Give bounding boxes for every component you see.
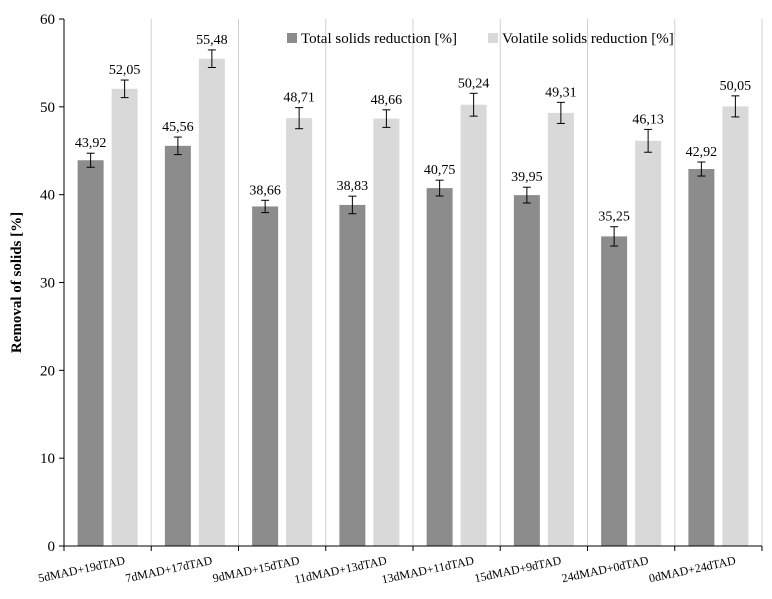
error-bar: [86, 152, 95, 168]
error-bar: [120, 79, 129, 99]
error-bar: [644, 128, 653, 153]
error-bar: [207, 49, 216, 68]
legend-label: Total solids reduction [%]: [301, 31, 457, 47]
data-label: 42,92: [686, 145, 718, 160]
y-tick-label: 0: [48, 539, 56, 555]
data-label: 43,92: [75, 136, 107, 151]
bar-volatile-7: [722, 106, 749, 546]
data-label: 48,66: [371, 93, 403, 108]
x-tick-label: 13dMAD+11dTAD: [380, 553, 475, 586]
bar-volatile-5: [547, 112, 574, 547]
bar-total-1: [164, 145, 191, 546]
data-label: 50,05: [720, 79, 752, 94]
legend-swatch: [488, 33, 498, 43]
legend-swatch: [287, 33, 297, 43]
bar-volatile-3: [373, 118, 400, 546]
legend-label: Volatile solids reduction [%]: [502, 31, 674, 47]
x-tick-label: 15dMAD+9dTAD: [473, 553, 563, 585]
error-bar: [261, 199, 270, 214]
x-tick-label: 11dMAD+13dTAD: [293, 553, 388, 586]
bar-volatile-4: [460, 104, 487, 546]
data-label: 48,71: [283, 91, 315, 106]
bars: [77, 58, 749, 547]
data-label: 35,25: [598, 210, 630, 225]
bar-volatile-1: [198, 58, 225, 546]
bar-total-0: [77, 160, 104, 546]
error-bar: [522, 186, 531, 204]
y-tick-label: 40: [40, 188, 55, 204]
error-bar: [469, 92, 478, 117]
bar-total-4: [426, 188, 453, 546]
data-label: 52,05: [109, 63, 141, 78]
y-axis-title: Removal of solids [%]: [9, 212, 25, 353]
x-tick-label: 9dMAD+15dTAD: [211, 553, 301, 585]
bar-volatile-0: [111, 88, 138, 546]
y-tick-label: 30: [40, 276, 55, 292]
error-bars: [86, 49, 740, 247]
bar-total-6: [601, 236, 628, 546]
y-tick-label: 10: [40, 451, 55, 467]
data-label: 50,24: [458, 76, 490, 91]
data-labels: 43,92 45,56 38,66 38,83 40,75 39,95 35,25 42,92…: [75, 33, 751, 225]
y-tick-label: 60: [40, 12, 55, 28]
error-bar: [295, 107, 304, 130]
data-label: 46,13: [632, 112, 664, 127]
y-tick-label: 50: [40, 100, 55, 116]
data-label: 40,75: [424, 163, 456, 178]
bar-total-3: [339, 204, 366, 546]
bar-total-5: [513, 195, 540, 546]
error-bar: [382, 109, 391, 128]
error-bar: [348, 195, 357, 215]
x-tick-label: 0dMAD+24dTAD: [648, 553, 738, 585]
error-bar: [173, 136, 182, 156]
error-bar: [731, 95, 740, 118]
data-label: 45,56: [162, 120, 194, 135]
bar-total-7: [688, 169, 715, 546]
bar-total-2: [252, 206, 279, 546]
error-bar: [435, 179, 444, 197]
legend-item-volatile: Volatile solids reduction [%]: [488, 31, 674, 47]
legend: Total solids reduction [%] Volatile solid…: [287, 31, 674, 47]
error-bar: [610, 226, 619, 247]
error-bar: [697, 161, 706, 177]
x-tick-label: 24dMAD+0dTAD: [560, 553, 650, 585]
x-tick-label: 5dMAD+19dTAD: [37, 553, 127, 585]
grid: [150, 19, 763, 546]
y-tick-label: 20: [40, 363, 55, 379]
data-label: 38,66: [249, 183, 281, 198]
x-tick-label: 7dMAD+17dTAD: [124, 553, 214, 585]
data-label: 55,48: [196, 33, 228, 48]
data-label: 39,95: [511, 170, 543, 185]
legend-item-total: Total solids reduction [%]: [287, 31, 457, 47]
bar-volatile-2: [286, 118, 313, 547]
error-bar: [556, 101, 565, 124]
data-label: 49,31: [545, 85, 577, 100]
bar-volatile-6: [635, 140, 662, 546]
data-label: 38,83: [337, 179, 369, 194]
